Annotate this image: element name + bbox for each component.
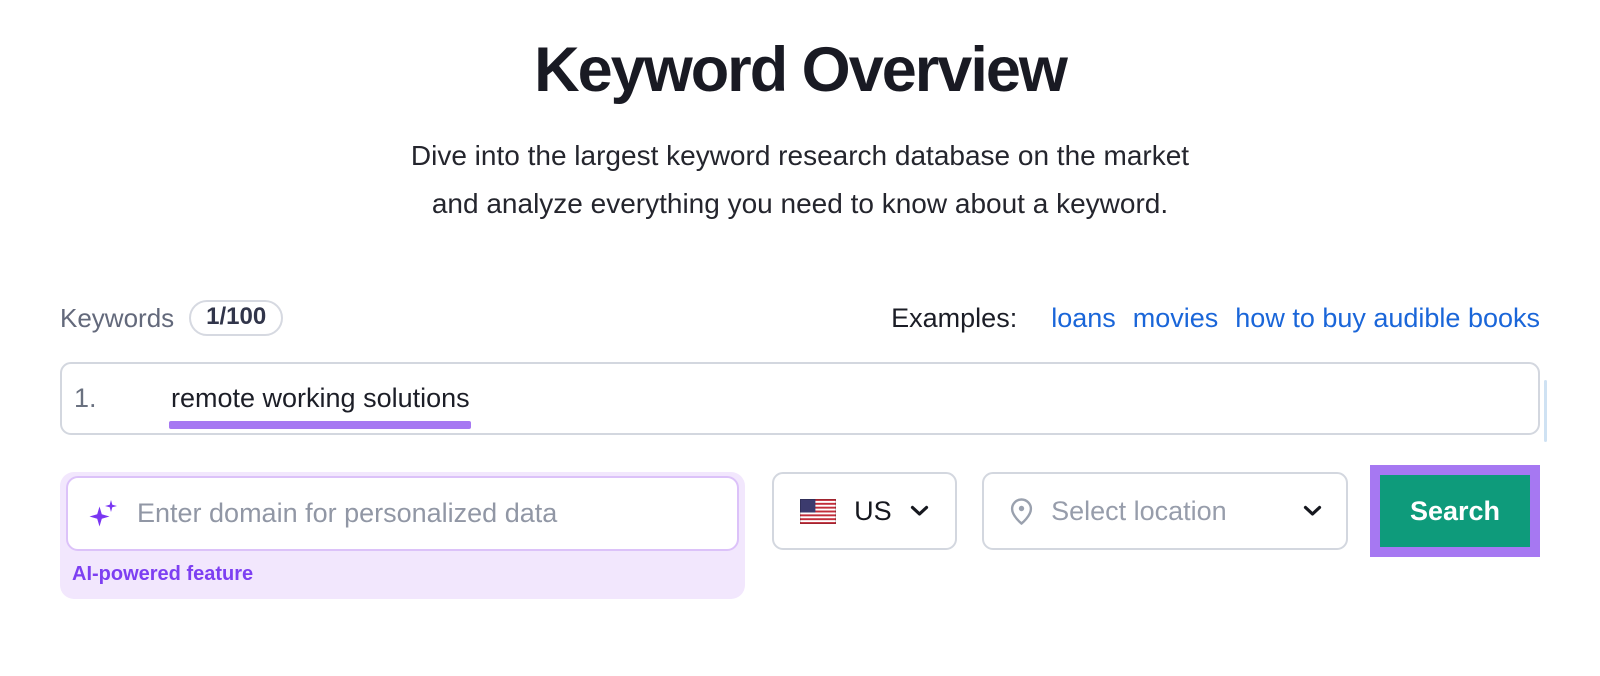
keyword-list-scrollbar[interactable] (1544, 380, 1547, 442)
examples-label: Examples: (891, 302, 1018, 333)
keyword-row-number: 1. (74, 383, 97, 414)
keyword-underline-annotation (169, 421, 471, 430)
page-subtitle: Dive into the largest keyword research d… (0, 132, 1600, 228)
keywords-label: Keywords (60, 302, 175, 333)
sparkles-icon (88, 498, 119, 529)
example-link-audible-books[interactable]: how to buy audible books (1235, 302, 1540, 333)
country-dropdown[interactable]: US (771, 472, 958, 551)
examples-links: loans movies how to buy audible books (1051, 303, 1540, 334)
keyword-text[interactable]: remote working solutions (169, 383, 471, 430)
example-link-movies[interactable]: movies (1132, 302, 1219, 333)
keywords-counter-badge: 1/100 (189, 300, 284, 337)
meta-row: Keywords 1/100 Examples: loans movies ho… (60, 300, 1540, 337)
ai-domain-container: Enter domain for personalized data AI-po… (60, 472, 745, 600)
domain-input[interactable]: Enter domain for personalized data (66, 476, 739, 552)
page-title: Keyword Overview (534, 35, 1068, 105)
subtitle-line-1: Dive into the largest keyword research d… (410, 140, 1190, 171)
chevron-down-icon (910, 505, 929, 517)
example-link-loans[interactable]: loans (1051, 302, 1116, 333)
chevron-down-icon (1303, 505, 1322, 517)
location-placeholder: Select location (1051, 495, 1227, 526)
examples-group: Examples: loans movies how to buy audibl… (891, 303, 1540, 334)
search-highlight-annotation: Search (1369, 465, 1540, 558)
location-dropdown[interactable]: Select location (982, 472, 1348, 551)
search-button[interactable]: Search (1379, 475, 1530, 548)
search-controls-row: Enter domain for personalized data AI-po… (60, 465, 1540, 600)
us-flag-icon (800, 498, 837, 524)
domain-input-placeholder: Enter domain for personalized data (137, 498, 558, 529)
keywords-meta: Keywords 1/100 (60, 300, 284, 337)
country-selected-value: US (854, 495, 892, 526)
keyword-input[interactable]: 1. remote working solutions (60, 362, 1540, 436)
subtitle-line-2: and analyze everything you need to know … (431, 188, 1169, 219)
ai-powered-note: AI-powered feature (72, 563, 254, 586)
location-pin-icon (1008, 497, 1035, 526)
